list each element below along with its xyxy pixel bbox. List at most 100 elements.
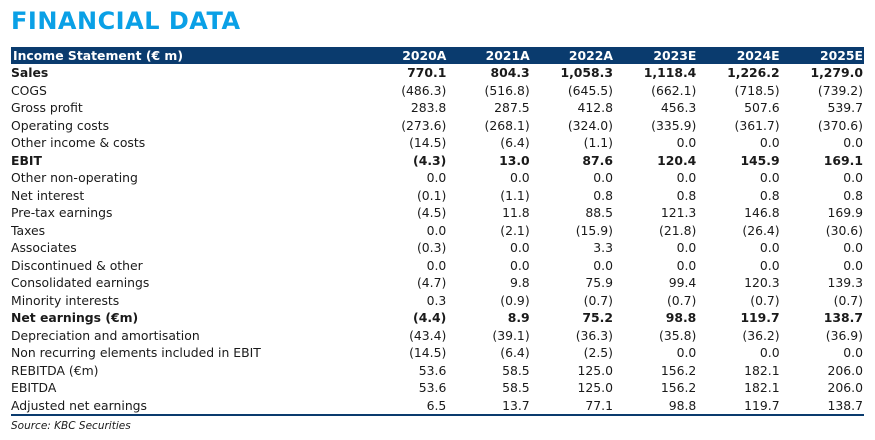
cell-value: 88.5	[585, 205, 613, 220]
cell-value: 125.0	[577, 380, 613, 395]
row-label: Associates	[11, 240, 77, 255]
row-label: Net interest	[11, 187, 85, 203]
cell-value: 53.6	[418, 380, 447, 395]
column-header-year: 2020A	[402, 48, 447, 63]
row-label: Gross profit	[11, 100, 83, 115]
cell-value: 0.0	[759, 240, 780, 255]
table-row: REBITDA (€m) 53.6 58.5 125.0 156.2 182.1 206.0	[11, 362, 864, 380]
row-label: Discontinued & other	[11, 257, 143, 273]
cell-value: 0.8	[593, 187, 613, 203]
cell-value: 0.0	[509, 170, 530, 185]
cell-value: 0.0	[426, 170, 447, 185]
cell-value: (6.4)	[500, 135, 530, 150]
cell-value: 99.4	[668, 275, 697, 290]
cell-value: 0.0	[676, 170, 697, 185]
cell-value: 0.0	[843, 240, 863, 255]
cell-value: (36.9)	[825, 327, 863, 343]
column-header-year: 2025E	[820, 48, 863, 63]
cell-value: 287.5	[494, 100, 530, 115]
cell-value: 58.5	[502, 362, 530, 378]
column-header-year: 2021A	[485, 48, 530, 63]
cell-value: 98.8	[665, 310, 697, 325]
cell-value: 53.6	[418, 362, 447, 378]
cell-value: 58.5	[502, 380, 530, 395]
cell-value: 539.7	[827, 100, 863, 115]
cell-value: 87.6	[582, 152, 613, 168]
cell-value: 156.2	[660, 380, 697, 395]
table-row: COGS (486.3) (516.8) (645.5) (662.1) (718.5) (…	[11, 82, 864, 100]
table-row: Adjusted net earnings 6.5 13.7 77.1 98.8 119.…	[11, 396, 864, 416]
cell-value: 412.8	[577, 100, 613, 115]
cell-value: 0.8	[676, 187, 697, 203]
cell-value: (662.1)	[651, 82, 697, 98]
column-header-year: 2022A	[568, 48, 613, 63]
cell-value: (4.5)	[416, 205, 447, 220]
cell-value: 1,279.0	[810, 65, 863, 80]
cell-value: (14.5)	[409, 135, 447, 150]
cell-value: (21.8)	[659, 222, 697, 238]
cell-value: (0.9)	[500, 292, 530, 308]
cell-value: 119.7	[697, 396, 781, 416]
cell-value: 121.3	[660, 205, 697, 220]
cell-value: (2.1)	[500, 222, 530, 238]
cell-value: 169.9	[827, 205, 863, 220]
cell-value: 146.8	[744, 205, 780, 220]
table-row: Consolidated earnings (4.7) 9.8 75.9 99.4 120…	[11, 274, 864, 292]
cell-value: 770.1	[407, 65, 447, 80]
table-body: Sales 770.1 804.3 1,058.3 1,118.4 1,226.2 1,27…	[11, 64, 864, 416]
cell-value: 138.7	[780, 396, 864, 416]
row-label: Other income & costs	[11, 135, 146, 150]
cell-value: 125.0	[577, 362, 613, 378]
cell-value: 0.0	[843, 135, 863, 150]
cell-value: 1,058.3	[560, 65, 613, 80]
cell-value: (516.8)	[484, 82, 530, 98]
cell-value: 0.0	[676, 257, 697, 273]
row-label: Minority interests	[11, 292, 120, 308]
cell-value: (30.6)	[825, 222, 863, 238]
cell-value: (0.3)	[416, 240, 447, 255]
cell-value: 0.0	[676, 240, 697, 255]
cell-value: 0.0	[759, 135, 780, 150]
cell-value: 1,226.2	[727, 65, 780, 80]
cell-value: 206.0	[827, 362, 863, 378]
cell-value: 0.0	[426, 222, 447, 238]
row-label: EBITDA	[11, 380, 57, 395]
cell-value: (1.1)	[500, 187, 530, 203]
table-row: Discontinued & other 0.0 0.0 0.0 0.0 0.0 0.0	[11, 257, 864, 275]
cell-value: (4.3)	[413, 152, 447, 168]
cell-value: (268.1)	[484, 117, 530, 133]
cell-value: (486.3)	[401, 82, 447, 98]
cell-value: 145.9	[740, 152, 780, 168]
cell-value: 206.0	[827, 380, 863, 395]
cell-value: 98.8	[613, 396, 698, 416]
cell-value: (4.7)	[416, 275, 447, 290]
cell-value: 0.0	[843, 257, 863, 273]
page-title: FINANCIAL DATA	[11, 7, 241, 35]
table-row: Net interest (0.1) (1.1) 0.8 0.8 0.8 0.8	[11, 187, 864, 205]
cell-value: 13.7	[447, 396, 531, 416]
cell-value: (14.5)	[409, 345, 447, 360]
row-label: COGS	[11, 82, 47, 98]
table-row: Minority interests 0.3 (0.9) (0.7) (0.7) (0.7…	[11, 292, 864, 310]
cell-value: 119.7	[740, 310, 780, 325]
cell-value: 11.8	[502, 205, 530, 220]
cell-value: 804.3	[490, 65, 530, 80]
column-header-year: 2023E	[653, 48, 697, 63]
cell-value: 182.1	[744, 362, 780, 378]
cell-value: 13.0	[499, 152, 530, 168]
cell-value: 77.1	[530, 396, 614, 416]
cell-value: (645.5)	[567, 82, 613, 98]
cell-value: (36.3)	[575, 327, 613, 343]
table-row: Gross profit 283.8 287.5 412.8 456.3 507.6 539…	[11, 99, 864, 117]
cell-value: (26.4)	[742, 222, 780, 238]
cell-value: (739.2)	[817, 82, 863, 98]
cell-value: 75.9	[585, 275, 613, 290]
cell-value: 0.0	[509, 257, 530, 273]
cell-value: (6.4)	[500, 345, 530, 360]
cell-value: (324.0)	[567, 117, 613, 133]
cell-value: 283.8	[410, 100, 447, 115]
cell-value: (43.4)	[409, 327, 447, 343]
income-statement-table: Income Statement (€ m) 2020A 2021A 2022A…	[11, 47, 864, 416]
cell-value: 139.3	[827, 275, 863, 290]
cell-value: (39.1)	[492, 327, 530, 343]
